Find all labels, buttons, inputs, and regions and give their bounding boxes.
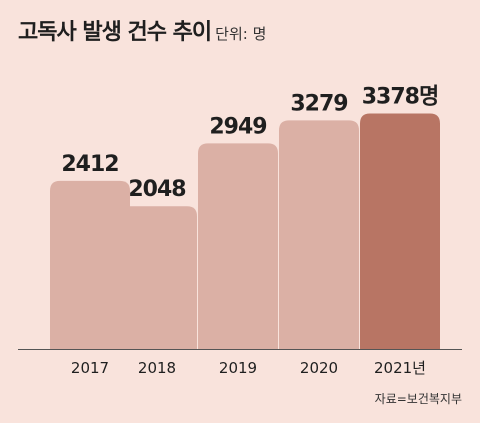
bar-2017 (50, 180, 130, 349)
chart-title-text: 고독사 발생 건수 추이 (18, 20, 212, 45)
bar-2021년 (360, 113, 440, 349)
x-tick-label-2018: 2018 (138, 359, 176, 377)
bar-2018 (117, 206, 197, 349)
source-label: 자료=보건복지부 (374, 392, 462, 406)
value-label-2017: 2412 (61, 152, 118, 177)
chart-title: 고독사 발생 건수 추이 단위: 명 (18, 14, 266, 46)
value-label-2021년: 3378명 (362, 85, 438, 110)
unit-label: 단위: 명 (215, 25, 267, 43)
bar-2019 (198, 143, 278, 349)
x-tick-label-2017: 2017 (71, 359, 109, 377)
x-tick-label-2020: 2020 (300, 359, 338, 377)
x-tick-label-2021년: 2021년 (374, 359, 426, 377)
bar-2020 (279, 120, 359, 349)
value-label-2019: 2949 (209, 114, 266, 139)
value-label-2020: 3279 (290, 91, 347, 116)
x-tick-label-2019: 2019 (219, 359, 257, 377)
value-label-2018: 2048 (128, 177, 185, 202)
